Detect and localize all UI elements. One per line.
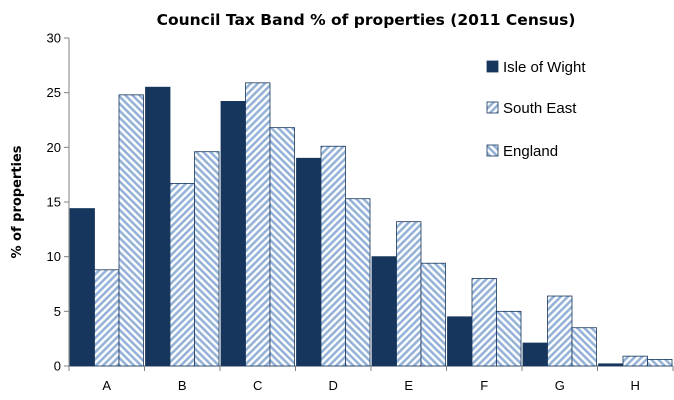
bar-south-east-h bbox=[622, 355, 648, 367]
legend-label-england: England bbox=[503, 143, 558, 160]
x-tick-label: C bbox=[253, 378, 262, 393]
x-tick-label: E bbox=[404, 378, 413, 393]
x-tick-label: H bbox=[631, 378, 640, 393]
chart-title: Council Tax Band % of properties (2011 C… bbox=[157, 11, 576, 29]
y-tick-label: 15 bbox=[47, 195, 61, 210]
bar-south-east-d bbox=[320, 145, 346, 367]
x-tick-label: G bbox=[555, 378, 565, 393]
x-tick-label: D bbox=[329, 378, 338, 393]
bar-isle-of-wight-e bbox=[371, 256, 397, 367]
bar-isle-of-wight-a bbox=[69, 208, 95, 367]
bar-isle-of-wight-g bbox=[522, 342, 548, 367]
x-tick-label: A bbox=[102, 378, 111, 393]
bar-south-east-c bbox=[245, 82, 271, 367]
bar-isle-of-wight-c bbox=[220, 101, 246, 367]
bar-south-east-f bbox=[471, 278, 497, 367]
legend-label-south-east: South East bbox=[503, 100, 577, 117]
legend-label-isle-of-wight: Isle of Wight bbox=[503, 59, 586, 76]
bar-isle-of-wight-d bbox=[296, 157, 322, 367]
bar-isle-of-wight-b bbox=[145, 86, 171, 367]
y-tick-label: 25 bbox=[47, 85, 61, 100]
legend: Isle of Wight South East England bbox=[486, 59, 586, 160]
bar-england-b bbox=[194, 151, 220, 367]
plot-area: 0 5 10 15 20 25 30 A B C D E F G H bbox=[47, 31, 674, 393]
legend-swatch-england bbox=[486, 144, 499, 157]
bar-isle-of-wight-f bbox=[447, 316, 473, 367]
x-tick-label: B bbox=[178, 378, 187, 393]
bar-england-e bbox=[420, 262, 446, 367]
bar-england-h bbox=[647, 359, 673, 367]
bar-isle-of-wight-h bbox=[598, 363, 624, 367]
legend-swatch-south-east bbox=[486, 101, 499, 114]
bar-england-a bbox=[118, 94, 144, 367]
y-tick-label: 10 bbox=[47, 249, 61, 264]
bar-england-g bbox=[571, 327, 597, 367]
y-tick-label: 20 bbox=[47, 140, 61, 155]
bar-south-east-e bbox=[396, 221, 422, 367]
bar-south-east-g bbox=[547, 295, 573, 367]
y-tick-label: 30 bbox=[47, 31, 61, 46]
legend-swatch-isle-of-wight bbox=[486, 60, 499, 73]
bar-south-east-a bbox=[94, 269, 120, 367]
y-tick-label: 5 bbox=[54, 304, 61, 319]
y-tick-label: 0 bbox=[54, 359, 61, 374]
bar-england-f bbox=[496, 310, 522, 367]
x-tick-label: F bbox=[480, 378, 488, 393]
y-axis-label: % of properties bbox=[10, 145, 25, 258]
bar-england-d bbox=[345, 198, 371, 367]
bar-south-east-b bbox=[169, 183, 195, 367]
bar-england-c bbox=[269, 127, 295, 367]
